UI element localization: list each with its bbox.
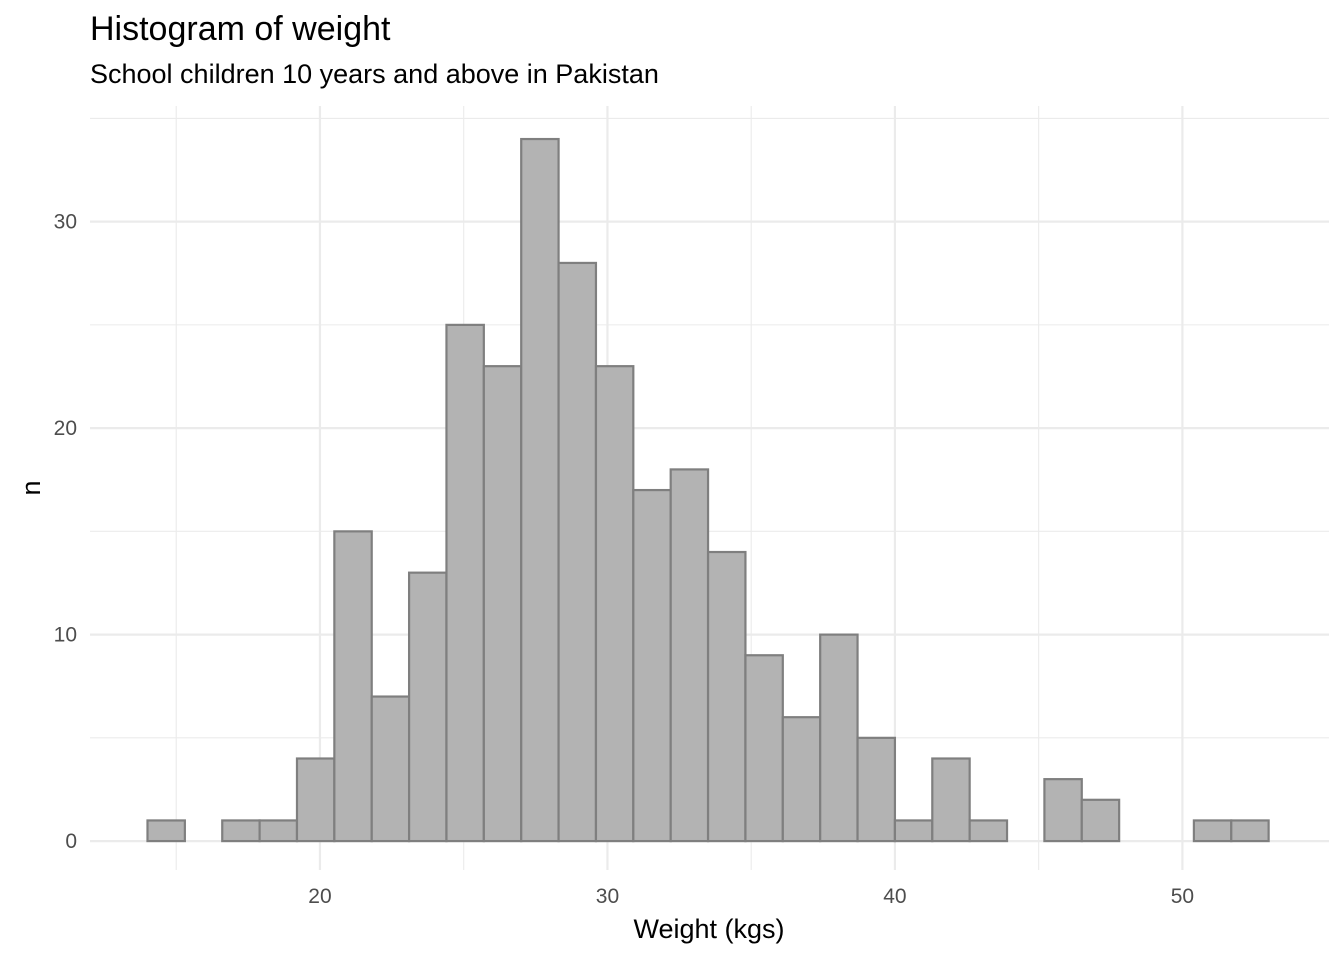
histogram-bar-14 <box>669 468 710 843</box>
histogram-bar-21 <box>931 757 971 843</box>
y-tick-label-2: 20 <box>54 417 77 440</box>
histogram-bar-28 <box>1192 819 1233 843</box>
x-axis-title: Weight (kgs) <box>633 914 784 944</box>
histogram-bar-22 <box>968 819 1009 843</box>
x-axis-tick-labels: 20 30 40 50 <box>308 885 1194 908</box>
chart-title: Histogram of weight <box>90 10 391 48</box>
histogram-bar-5 <box>333 530 373 843</box>
histogram-bar-15 <box>706 550 747 843</box>
histogram-bar-24 <box>1043 778 1083 843</box>
x-tick-label-2: 40 <box>883 885 906 908</box>
histogram-bar-7 <box>407 571 448 843</box>
histogram-bar-25 <box>1080 798 1121 843</box>
histogram-bar-3 <box>258 819 299 843</box>
x-tick-label-1: 30 <box>596 885 619 908</box>
histogram-bar-8 <box>445 323 485 843</box>
histogram-bars <box>146 137 1270 843</box>
chart-subtitle: School children 10 years and above in Pa… <box>90 59 659 89</box>
histogram-bar-0 <box>146 819 186 843</box>
histogram-bar-4 <box>295 757 336 843</box>
histogram-bar-16 <box>744 654 784 843</box>
y-axis-title: n <box>16 480 46 495</box>
y-tick-label-3: 30 <box>54 211 77 234</box>
histogram-bar-6 <box>370 695 411 843</box>
histogram-bar-13 <box>632 488 672 843</box>
histogram-bar-20 <box>893 819 934 843</box>
y-tick-label-1: 10 <box>54 624 77 647</box>
histogram-bar-12 <box>594 365 635 843</box>
x-tick-label-0: 20 <box>308 885 331 908</box>
histogram-bar-29 <box>1230 819 1270 843</box>
histogram-bar-9 <box>482 365 523 843</box>
x-tick-label-3: 50 <box>1171 885 1194 908</box>
histogram-bar-2 <box>221 819 261 843</box>
histogram-bar-19 <box>856 736 897 843</box>
y-tick-label-0: 0 <box>65 830 77 853</box>
histogram-bar-18 <box>819 633 859 843</box>
histogram-bar-11 <box>557 261 598 843</box>
minor-gridlines <box>90 106 1329 870</box>
histogram-bar-17 <box>781 716 822 843</box>
y-axis-tick-labels: 0 10 20 30 <box>54 211 77 853</box>
histogram-bar-10 <box>520 137 560 843</box>
